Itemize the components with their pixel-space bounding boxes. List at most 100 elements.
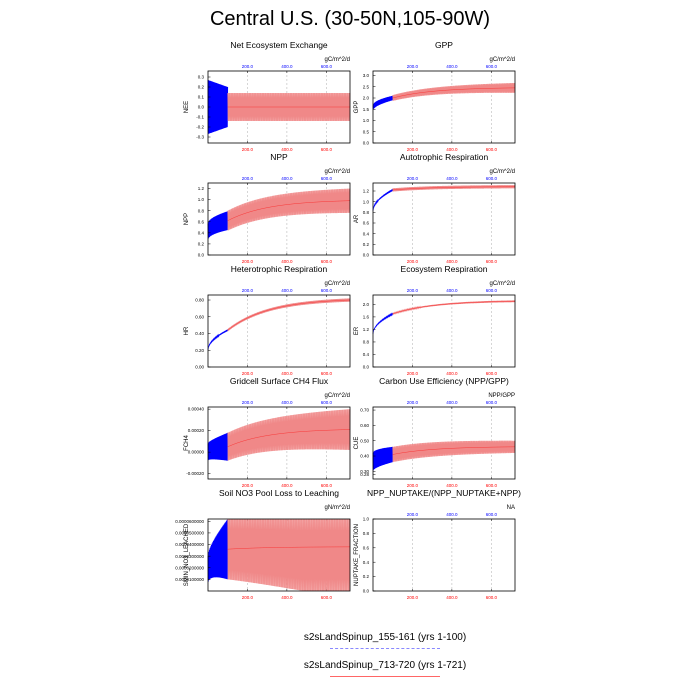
y-tick-label: 0.00040 — [188, 407, 205, 412]
panel-title: GPP — [435, 40, 453, 50]
panel-title: Ecosystem Respiration — [401, 264, 488, 274]
x-tick-label-top: 200.0 — [242, 400, 254, 405]
y-tick-label: -0.1 — [196, 115, 204, 120]
chart-panel-8: Carbon Use Efficiency (NPP/GPP) NPP/GPP 20… — [354, 376, 516, 488]
y-tick-label: 0.0000600000 — [175, 519, 204, 524]
units-label: gC/m^2/d — [490, 169, 516, 175]
y-axis-label: AR — [354, 214, 360, 223]
y-tick-label: 0.60 — [360, 423, 369, 428]
y-tick-label: 1.0 — [363, 199, 370, 204]
y-tick-label: 0.0 — [363, 589, 370, 594]
x-tick-label-bottom: 400.0 — [446, 483, 458, 488]
y-tick-label: 0.0000200000 — [175, 565, 204, 570]
x-tick-label-top: 400.0 — [446, 176, 458, 181]
y-tick-label: 0.28 — [360, 472, 369, 477]
panel-title: Autotrophic Respiration — [400, 152, 489, 162]
y-tick-label: 0.0 — [198, 105, 205, 110]
series-run1-line — [207, 432, 229, 461]
series-run1-line — [372, 188, 394, 211]
x-tick-label-top: 200.0 — [242, 288, 254, 293]
panel-title: Heterotrophic Respiration — [231, 264, 328, 274]
y-axis-label: ER — [354, 326, 360, 335]
units-label: NA — [507, 505, 515, 511]
legend-entry-run1: s2sLandSpinup_155-161 (yrs 1-100) — [300, 632, 470, 660]
y-axis-label: NPP — [184, 213, 190, 225]
x-tick-label-bottom: 400.0 — [281, 259, 293, 264]
x-tick-label-bottom: 400.0 — [281, 371, 293, 376]
series-run1-line — [207, 211, 229, 239]
x-tick-label-top: 200.0 — [407, 176, 419, 181]
x-tick-label-bottom: 600.0 — [321, 259, 333, 264]
x-tick-label-bottom: 600.0 — [321, 371, 333, 376]
y-tick-label: 0.00000 — [188, 450, 205, 455]
x-tick-label-top: 600.0 — [486, 64, 498, 69]
units-label: gC/m^2/d — [325, 281, 351, 287]
x-tick-label-top: 600.0 — [321, 176, 333, 181]
x-tick-label-bottom: 200.0 — [407, 147, 419, 152]
legend: s2sLandSpinup_155-161 (yrs 1-100) s2sLan… — [300, 632, 470, 688]
chart-panels: Net Ecosystem Exchange gC/m^2/d 200.0 200.0… — [175, 40, 521, 600]
y-tick-label: 0.8 — [363, 210, 370, 215]
x-tick-label-top: 400.0 — [281, 64, 293, 69]
y-tick-label: 0.3 — [198, 75, 205, 80]
chart-panel-1: Net Ecosystem Exchange gC/m^2/d 200.0 200.0… — [184, 40, 351, 152]
x-tick-label-bottom: 600.0 — [321, 595, 333, 600]
y-tick-label: 1.0 — [363, 118, 370, 123]
y-tick-label: -0.00020 — [186, 471, 204, 476]
y-tick-label: 0.8 — [363, 531, 370, 536]
units-label: gC/m^2/d — [325, 393, 351, 399]
y-tick-label: 0.2 — [198, 242, 205, 247]
series-run2-line — [227, 92, 351, 122]
y-tick-label: 1.2 — [363, 189, 370, 194]
series-run1-line — [372, 312, 394, 334]
series-run2-center — [227, 299, 351, 331]
units-label: gC/m^2/d — [490, 281, 516, 287]
x-tick-label-top: 600.0 — [321, 64, 333, 69]
series-run2-line — [392, 185, 516, 192]
x-tick-label-bottom: 400.0 — [446, 595, 458, 600]
x-tick-label-bottom: 200.0 — [242, 371, 254, 376]
plot-frame — [372, 294, 516, 368]
series-run2-center — [227, 200, 351, 221]
chart-panel-9: Soil NO3 Pool Loss to Leaching gN/m^2/d 20… — [175, 488, 351, 600]
y-tick-label: 0.80 — [195, 298, 204, 303]
plot-frame — [372, 518, 516, 592]
page-title: Central U.S. (30-50N,105-90W) — [209, 8, 491, 30]
series-run2-line — [227, 409, 351, 461]
units-label: gC/m^2/d — [325, 169, 351, 175]
y-tick-label: 0.6 — [198, 219, 205, 224]
y-axis-label: GPP — [354, 101, 360, 114]
x-tick-label-bottom: 600.0 — [486, 259, 498, 264]
y-tick-label: 3.0 — [363, 73, 370, 78]
y-tick-label: 0.60 — [195, 314, 204, 319]
legend-entry-run2: s2sLandSpinup_713-720 (yrs 1-721) — [300, 660, 470, 688]
y-tick-label: 0.5 — [363, 129, 370, 134]
x-tick-label-top: 400.0 — [281, 400, 293, 405]
plot-frame — [372, 406, 516, 480]
series-run1-line — [207, 79, 229, 134]
x-tick-label-top: 600.0 — [486, 176, 498, 181]
series-run2-center — [392, 446, 516, 455]
y-tick-label: 0.2 — [363, 242, 370, 247]
x-tick-label-bottom: 200.0 — [407, 371, 419, 376]
x-tick-label-top: 400.0 — [446, 288, 458, 293]
y-tick-label: 0.20 — [195, 348, 204, 353]
y-tick-label: 0.2 — [198, 85, 205, 90]
series-run2-line — [227, 518, 351, 592]
units-label: gN/m^2/d — [325, 505, 351, 511]
legend-line-solid-red — [330, 676, 440, 677]
x-tick-label-bottom: 200.0 — [407, 595, 419, 600]
series-run2-line — [392, 300, 516, 316]
chart-panel-7: Gridcell Surface CH4 Flux gC/m^2/d 200.0 20… — [184, 376, 351, 488]
units-label: NPP/GPP — [488, 393, 515, 399]
x-tick-label-top: 600.0 — [321, 288, 333, 293]
x-tick-label-bottom: 400.0 — [446, 147, 458, 152]
series-run1-line — [207, 518, 229, 582]
series-run2-center — [392, 301, 516, 315]
y-tick-label: 0.8 — [198, 208, 205, 213]
series-run2-center — [392, 186, 516, 191]
y-tick-label: 1.2 — [363, 327, 370, 332]
x-tick-label-bottom: 200.0 — [407, 259, 419, 264]
y-tick-label: 0.0 — [363, 365, 370, 370]
x-tick-label-top: 200.0 — [242, 64, 254, 69]
